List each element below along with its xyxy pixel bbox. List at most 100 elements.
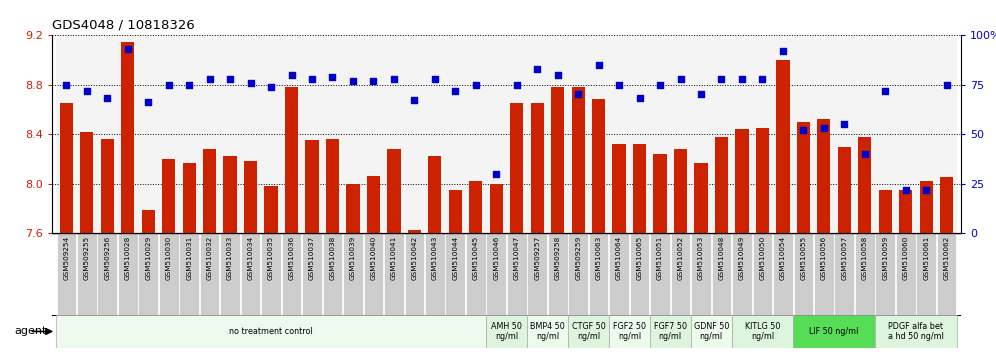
FancyBboxPatch shape (98, 233, 118, 315)
Text: GSM510055: GSM510055 (801, 236, 807, 280)
Text: GSM510046: GSM510046 (493, 236, 499, 280)
Text: GSM510051: GSM510051 (657, 236, 663, 280)
Bar (323, 35, 343, 233)
Bar (895, 35, 916, 233)
Bar (80, 132, 94, 233)
Text: GSM509255: GSM509255 (84, 236, 90, 280)
FancyBboxPatch shape (528, 233, 547, 315)
Bar (367, 176, 380, 233)
Bar (220, 35, 240, 233)
FancyBboxPatch shape (649, 315, 691, 348)
Point (775, 48, 791, 54)
FancyBboxPatch shape (937, 233, 956, 315)
Text: GSM509258: GSM509258 (555, 236, 561, 280)
Point (201, 76, 217, 81)
FancyBboxPatch shape (895, 233, 915, 315)
FancyBboxPatch shape (916, 233, 936, 315)
Text: PDGF alfa bet
a hd 50 ng/ml: PDGF alfa bet a hd 50 ng/ml (888, 322, 944, 341)
Point (857, 151, 872, 157)
Text: GSM510065: GSM510065 (636, 236, 642, 280)
Bar (448, 190, 462, 233)
Text: GSM509256: GSM509256 (105, 236, 111, 280)
Point (550, 72, 566, 78)
Text: GSM510057: GSM510057 (842, 236, 848, 280)
FancyBboxPatch shape (486, 233, 506, 315)
Bar (936, 35, 957, 233)
FancyBboxPatch shape (302, 233, 322, 315)
FancyBboxPatch shape (875, 233, 895, 315)
Bar (916, 35, 936, 233)
Bar (510, 103, 523, 233)
Text: GSM510030: GSM510030 (165, 236, 171, 280)
Bar (653, 154, 666, 233)
Bar (138, 35, 158, 233)
Bar (158, 35, 179, 233)
FancyBboxPatch shape (364, 233, 383, 315)
Bar (797, 122, 810, 233)
Text: GSM510043: GSM510043 (432, 236, 438, 280)
Bar (465, 35, 486, 233)
Bar (859, 137, 872, 233)
FancyBboxPatch shape (732, 315, 793, 348)
FancyBboxPatch shape (794, 233, 813, 315)
Text: GSM510034: GSM510034 (248, 236, 254, 280)
Text: GSM510054: GSM510054 (780, 236, 786, 280)
Bar (490, 184, 503, 233)
Bar (77, 35, 97, 233)
Text: BMP4 50
ng/ml: BMP4 50 ng/ml (530, 322, 565, 341)
FancyBboxPatch shape (835, 233, 855, 315)
Bar (281, 35, 302, 233)
Point (181, 82, 197, 87)
FancyBboxPatch shape (486, 315, 527, 348)
Bar (878, 190, 891, 233)
FancyBboxPatch shape (670, 233, 690, 315)
FancyBboxPatch shape (425, 233, 444, 315)
Text: GSM510045: GSM510045 (473, 236, 479, 280)
Bar (793, 35, 814, 233)
Point (304, 76, 320, 81)
Text: GSM510059: GSM510059 (882, 236, 888, 280)
Bar (838, 147, 851, 233)
Text: LIF 50 ng/ml: LIF 50 ng/ml (810, 327, 859, 336)
Bar (919, 181, 933, 233)
FancyBboxPatch shape (691, 315, 732, 348)
Text: GSM510031: GSM510031 (186, 236, 192, 280)
FancyBboxPatch shape (200, 233, 219, 315)
Point (672, 76, 688, 81)
Bar (469, 181, 482, 233)
Text: GSM510058: GSM510058 (862, 236, 868, 280)
Bar (122, 42, 134, 233)
FancyBboxPatch shape (773, 233, 793, 315)
FancyBboxPatch shape (138, 233, 158, 315)
FancyBboxPatch shape (875, 315, 957, 348)
Bar (776, 60, 790, 233)
Bar (326, 139, 339, 233)
FancyBboxPatch shape (384, 233, 403, 315)
Bar (592, 99, 606, 233)
Point (734, 76, 750, 81)
Point (918, 187, 934, 193)
Point (591, 62, 607, 68)
Text: GSM510049: GSM510049 (739, 236, 745, 280)
Bar (404, 35, 424, 233)
Bar (223, 156, 237, 233)
FancyBboxPatch shape (445, 233, 465, 315)
Bar (632, 144, 646, 233)
FancyBboxPatch shape (650, 233, 670, 315)
FancyBboxPatch shape (323, 233, 343, 315)
Bar (773, 35, 793, 233)
Text: AMH 50
ng/ml: AMH 50 ng/ml (491, 322, 522, 341)
Bar (670, 35, 691, 233)
Text: GSM510050: GSM510050 (759, 236, 765, 280)
Text: GSM510041: GSM510041 (390, 236, 396, 280)
Bar (715, 137, 728, 233)
FancyBboxPatch shape (56, 315, 486, 348)
Text: GSM510042: GSM510042 (411, 236, 417, 280)
Point (754, 76, 770, 81)
Bar (424, 35, 445, 233)
FancyBboxPatch shape (753, 233, 772, 315)
FancyBboxPatch shape (629, 233, 649, 315)
Point (796, 127, 812, 133)
Bar (752, 35, 773, 233)
Point (631, 96, 647, 101)
